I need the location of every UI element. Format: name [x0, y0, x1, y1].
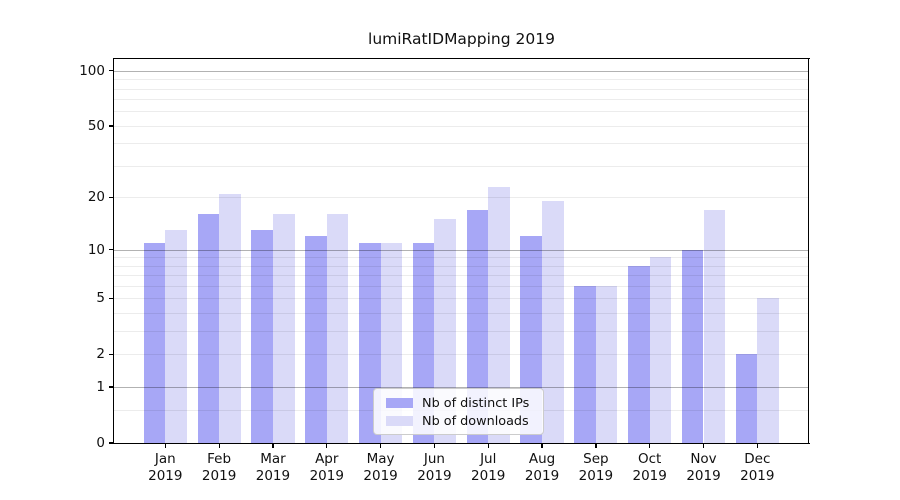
- y-axis-line: [112, 58, 115, 444]
- bar-downloads-oct: [649, 257, 672, 443]
- minor-gridline: [114, 257, 809, 259]
- bar-distinct-ips-dec: [735, 354, 758, 443]
- bar-downloads-sep: [595, 286, 618, 443]
- bar-downloads-feb: [219, 193, 241, 443]
- plot-area: 0 1 2 5 10 20 50 100 Jan 2019 Feb 2019 Mar 2019 Apr…: [79, 58, 810, 484]
- bar-downloads-dec: [757, 298, 779, 443]
- y-tick-label: 2: [96, 346, 105, 363]
- minor-gridline: [114, 125, 809, 127]
- y-tick-mark: [109, 442, 113, 444]
- x-tick-label-oct: Oct 2019: [632, 451, 667, 484]
- minor-gridline: [114, 331, 809, 333]
- minor-gridline: [114, 197, 809, 199]
- bar-distinct-ips-sep: [574, 286, 596, 443]
- legend-entry-downloads: Nb of downloads: [386, 413, 534, 429]
- y-tick-label: 5: [96, 290, 105, 307]
- x-tick-label-jul: Jul 2019: [471, 451, 506, 484]
- y-tick-mark: [109, 353, 113, 356]
- legend: Nb of distinct IPs Nb of downloads: [373, 388, 544, 435]
- x-tick-label-apr: Apr 2019: [309, 451, 344, 484]
- plot-border-right: [807, 58, 810, 444]
- x-tick-label-feb: Feb 2019: [201, 451, 237, 484]
- legend-swatch-downloads-icon: [386, 415, 413, 427]
- y-tick-mark: [109, 70, 113, 72]
- plot-border-top: [113, 58, 810, 60]
- bar-distinct-ips-nov: [681, 249, 704, 443]
- bar-downloads-aug: [542, 201, 564, 443]
- x-tick-label-nov: Nov 2019: [686, 451, 721, 484]
- y-tick-label: 100: [79, 62, 105, 79]
- x-tick-label-aug: Aug 2019: [524, 451, 560, 484]
- x-tick-mark: [649, 444, 651, 448]
- x-tick-label-mar: Mar 2019: [255, 451, 291, 484]
- x-tick-mark: [379, 444, 382, 448]
- minor-gridline: [114, 99, 809, 101]
- y-tick-label: 10: [87, 241, 105, 258]
- bar-downloads-nov: [703, 209, 726, 443]
- x-tick-label-may: May 2019: [363, 451, 398, 484]
- minor-gridline: [114, 111, 809, 113]
- minor-gridline: [114, 313, 809, 315]
- legend-swatch-distinct-ips-icon: [386, 397, 413, 409]
- y-tick-mark: [109, 196, 113, 199]
- bar-downloads-jul: [488, 186, 510, 443]
- bar-distinct-ips-feb: [197, 214, 220, 443]
- x-tick-mark: [164, 444, 166, 448]
- x-tick-label-jun: Jun 2019: [417, 451, 452, 484]
- minor-gridline: [114, 275, 809, 277]
- y-tick-label: 1: [96, 379, 105, 396]
- legend-label-downloads: Nb of downloads: [422, 413, 529, 429]
- bar-distinct-ips-jul: [466, 209, 489, 443]
- bar-downloads-apr: [326, 214, 349, 443]
- chart-title: lumiRatIDMapping 2019: [368, 30, 555, 48]
- bar-distinct-ips-apr: [305, 236, 327, 443]
- major-gridline: [114, 70, 809, 72]
- y-tick-mark: [109, 386, 113, 388]
- y-tick-mark: [109, 297, 113, 300]
- bar-distinct-ips-mar: [251, 230, 273, 443]
- legend-entry-distinct-ips: Nb of distinct IPs: [386, 395, 534, 411]
- y-tick-mark: [109, 125, 113, 127]
- minor-gridline: [114, 354, 809, 356]
- y-tick-mark: [109, 248, 113, 251]
- bar-downloads-jun: [434, 219, 456, 443]
- x-tick-mark: [756, 444, 759, 448]
- minor-gridline: [114, 79, 809, 81]
- x-tick-label-sep: Sep 2019: [578, 451, 614, 484]
- minor-gridline: [114, 143, 809, 145]
- minor-gridline: [114, 265, 809, 267]
- x-tick-mark: [272, 444, 274, 448]
- minor-gridline: [114, 286, 809, 288]
- y-tick-label: 20: [87, 189, 105, 206]
- minor-gridline: [114, 88, 809, 90]
- major-gridline: [114, 249, 809, 251]
- legend-label-distinct-ips: Nb of distinct IPs: [422, 395, 530, 411]
- x-tick-mark: [702, 444, 705, 448]
- bar-distinct-ips-jan: [143, 242, 166, 443]
- x-tick-label-dec: Dec 2019: [740, 451, 775, 484]
- x-tick-mark: [326, 444, 328, 448]
- bar-downloads-mar: [272, 214, 295, 443]
- bar-distinct-ips-oct: [628, 265, 650, 443]
- minor-gridline: [114, 165, 809, 167]
- y-tick-label: 0: [96, 435, 105, 451]
- bar-downloads-jan: [165, 230, 187, 443]
- y-tick-label: 50: [87, 117, 105, 134]
- x-axis-line: [113, 442, 810, 445]
- x-tick-mark: [218, 444, 220, 448]
- major-gridline: [114, 387, 809, 389]
- x-tick-mark: [541, 444, 543, 448]
- x-tick-mark: [595, 444, 597, 448]
- x-tick-label-jan: Jan 2019: [148, 451, 183, 484]
- x-tick-mark: [487, 444, 489, 448]
- x-tick-mark: [433, 444, 436, 448]
- minor-gridline: [114, 298, 809, 300]
